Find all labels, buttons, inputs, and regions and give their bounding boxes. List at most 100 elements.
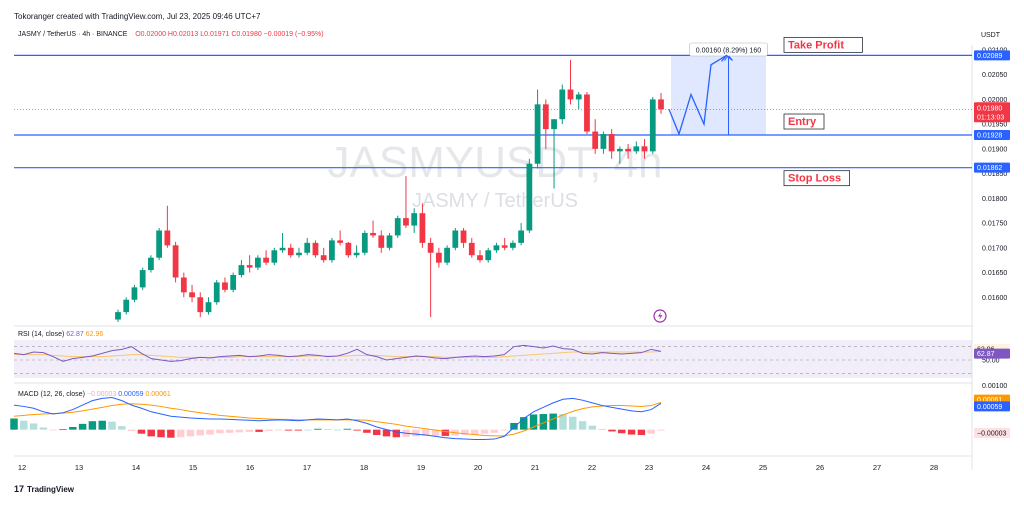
macd-legend-signal: 0.00061 (145, 391, 170, 398)
candle-body (658, 99, 664, 110)
macd-histogram-bar (372, 429, 381, 436)
macd-histogram-bar (167, 429, 175, 438)
candle-body (444, 247, 450, 263)
rsi-legend-ma: 62.96 (86, 331, 104, 338)
macd-histogram-bar (637, 429, 646, 436)
candle-body (419, 213, 426, 243)
candle-body (394, 218, 401, 236)
candle-body (468, 242, 475, 256)
candle-body (551, 119, 557, 130)
macd-histogram-bar (353, 429, 361, 431)
candle-body (164, 230, 171, 246)
time-tick-label: 25 (759, 463, 767, 472)
macd-histogram-bar (127, 429, 136, 432)
candle-body (559, 89, 566, 120)
stop-loss-price-tag-bg (974, 162, 1010, 173)
alert-icon[interactable] (653, 309, 667, 323)
symbol-legend: JASMY / TetherUS · 4h · BINANCE O0.02000… (18, 31, 324, 38)
level-label: Take Profit (788, 39, 844, 51)
candle-body (115, 312, 121, 320)
candle-body (435, 252, 442, 263)
macd-histogram-bar (59, 429, 67, 431)
price-tick-label: 0.01750 (982, 221, 1007, 228)
currency-label[interactable]: USDT (980, 32, 1000, 39)
candle-body (263, 257, 269, 263)
macd-histogram-bar (29, 423, 38, 430)
candle-body (279, 247, 286, 251)
candle-body (477, 255, 483, 261)
macd-histogram-bar (157, 429, 165, 438)
candle-body (534, 104, 541, 164)
macd-histogram-bar (196, 429, 204, 436)
macd-histogram-bar (520, 417, 528, 430)
macd-histogram-bar (225, 429, 234, 433)
macd-histogram-bar (647, 429, 655, 434)
price-tick-label: 0.01700 (982, 245, 1007, 252)
macd-histogram-bar (333, 429, 342, 431)
macd-histogram-bar (559, 414, 567, 430)
macd-histogram-bar (422, 429, 430, 436)
macd-histogram-bar (304, 429, 312, 431)
time-tick-label: 14 (132, 463, 140, 472)
macd-hist-tag-bg (974, 428, 1010, 439)
candle-body (592, 131, 599, 149)
macd-histogram-bar (314, 428, 322, 430)
macd-histogram-bar (206, 429, 214, 435)
time-tick-label: 27 (873, 463, 881, 472)
macd-legend: MACD (12, 26, close) −0.00003 0.00059 0.… (18, 391, 171, 398)
candle-body (304, 242, 311, 253)
candle-body (148, 257, 154, 271)
projection-arrowhead (721, 54, 733, 62)
price-tick-label: 0.02000 (982, 97, 1007, 104)
time-tick-label: 22 (588, 463, 596, 472)
macd-histogram-bar (480, 429, 489, 434)
macd-histogram-bar (510, 422, 518, 430)
candle-body (312, 242, 319, 256)
macd-value-tag: 0.00059 (977, 404, 1002, 411)
macd-histogram-bar (598, 429, 606, 431)
candle-body (238, 265, 245, 276)
candle-body (139, 270, 146, 288)
take-profit-price-tag-bg (974, 50, 1010, 61)
candle-body (271, 250, 278, 263)
candle-body (287, 247, 294, 256)
level-box (783, 113, 825, 130)
candle-body (353, 252, 360, 256)
rsi-line (13, 344, 662, 362)
price-tick-label: 0.02050 (982, 72, 1007, 79)
macd-histogram-bar (578, 421, 587, 430)
macd-histogram-bar (245, 429, 253, 432)
candle-body (337, 240, 344, 243)
macd-legend-hist: −0.00003 (87, 391, 118, 398)
chart-credit: Tokoranger created with TradingView.com,… (14, 12, 261, 21)
candle-body (345, 242, 352, 256)
macd-histogram-bar (216, 429, 224, 434)
candle-body (246, 265, 253, 268)
time-tick-label: 17 (303, 463, 311, 472)
rsi-legend-name: RSI (14, close) (18, 331, 66, 338)
candle-body (378, 235, 385, 248)
macd-histogram-bar (618, 429, 626, 434)
time-tick-label: 19 (417, 463, 425, 472)
macd-histogram-bar (108, 421, 116, 430)
time-tick-label: 15 (189, 463, 197, 472)
price-tick-label: 0.01800 (982, 196, 1007, 203)
candle-body (230, 275, 237, 290)
time-tick-label: 23 (645, 463, 653, 472)
candle-body (189, 292, 195, 298)
macd-histogram-bar (137, 429, 146, 434)
candle-body (501, 245, 508, 248)
macd-histogram-bar (461, 429, 469, 436)
time-tick-label: 20 (474, 463, 482, 472)
macd-histogram-bar (284, 429, 293, 431)
price-tick-label: 0.01850 (982, 171, 1007, 178)
macd-histogram-bar (10, 418, 18, 430)
price-tick-label: 0.01950 (982, 122, 1007, 129)
candle-body (427, 242, 434, 253)
macd-histogram-bar (186, 429, 195, 437)
macd-histogram-bar (608, 429, 616, 432)
macd-histogram-bar (392, 429, 401, 438)
candle-body (584, 94, 590, 132)
candle-body (567, 89, 574, 100)
